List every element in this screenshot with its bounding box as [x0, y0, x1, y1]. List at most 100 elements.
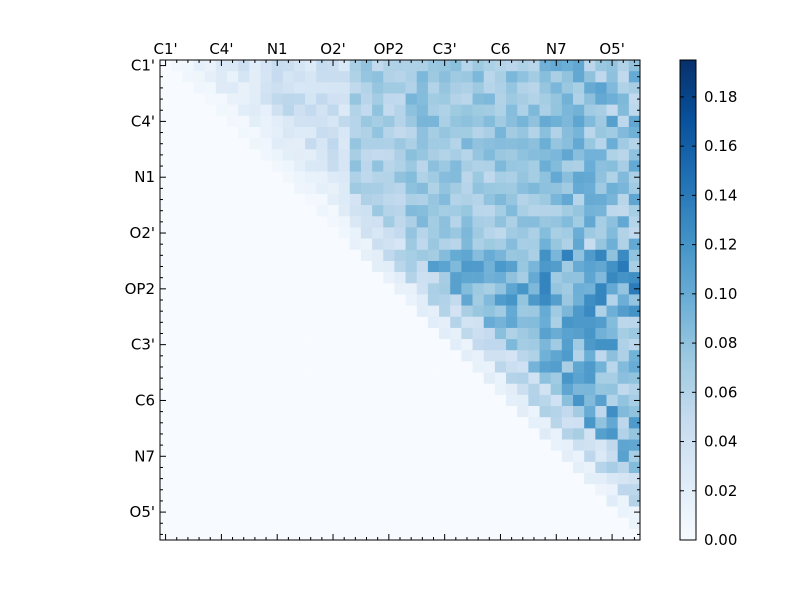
- heatmap-cell: [215, 294, 228, 306]
- heatmap-cell: [405, 60, 418, 72]
- heatmap-cell: [226, 115, 239, 128]
- heatmap-cell: [595, 406, 607, 418]
- heatmap-cell: [584, 205, 596, 217]
- heatmap-cell: [394, 60, 406, 72]
- heatmap-cell: [461, 227, 473, 239]
- heatmap-cell: [305, 361, 317, 373]
- heatmap-cell: [450, 205, 462, 217]
- heatmap-cell: [238, 517, 250, 530]
- heatmap-cell: [550, 272, 563, 284]
- heatmap-cell: [461, 93, 473, 105]
- heatmap-cell: [483, 283, 496, 295]
- heatmap-cell: [439, 406, 451, 418]
- heatmap-cell: [316, 260, 328, 273]
- heatmap-cell: [249, 138, 261, 150]
- heatmap-cell: [461, 495, 473, 507]
- heatmap-cell: [573, 428, 585, 440]
- heatmap-cell: [182, 517, 194, 530]
- heatmap-cell: [595, 149, 607, 161]
- heatmap-cell: [539, 272, 551, 284]
- heatmap-cell: [617, 316, 630, 329]
- heatmap-cell: [215, 93, 228, 105]
- heatmap-cell: [506, 149, 518, 161]
- heatmap-cell: [238, 238, 250, 251]
- heatmap-cell: [160, 428, 172, 440]
- heatmap-cell: [617, 260, 630, 273]
- heatmap-cell: [561, 283, 574, 295]
- heatmap-cell: [595, 350, 607, 362]
- heatmap-cell: [416, 528, 429, 541]
- heatmap-cell: [461, 417, 473, 429]
- heatmap-cell: [461, 126, 473, 139]
- heatmap-cell: [416, 305, 429, 318]
- heatmap-cell: [293, 495, 306, 507]
- heatmap-cell: [394, 305, 406, 318]
- heatmap-cell: [427, 495, 440, 507]
- heatmap-cell: [338, 473, 351, 485]
- heatmap-cell: [271, 171, 284, 184]
- heatmap-cell: [182, 406, 194, 418]
- heatmap-cell: [204, 149, 217, 161]
- heatmap-cell: [506, 339, 518, 351]
- heatmap-cell: [282, 383, 295, 396]
- heatmap-cell: [171, 506, 183, 518]
- heatmap-cell: [550, 517, 563, 530]
- heatmap-cell: [338, 149, 351, 161]
- heatmap-cell: [483, 461, 496, 474]
- heatmap-cell: [506, 160, 518, 172]
- heatmap-cell: [427, 461, 440, 474]
- heatmap-cell: [539, 305, 551, 318]
- heatmap-cell: [405, 126, 418, 139]
- heatmap-cell: [550, 149, 563, 161]
- heatmap-cell: [405, 305, 418, 318]
- heatmap-cell: [606, 495, 618, 507]
- heatmap-cell: [561, 227, 574, 239]
- heatmap-cell: [606, 450, 618, 463]
- colorbar-tick-label: 0.14: [704, 186, 737, 204]
- heatmap-cell: [561, 339, 574, 351]
- colorbar-tick-label: 0.16: [704, 137, 737, 155]
- heatmap-cell: [628, 383, 641, 396]
- heatmap-cell: [226, 327, 239, 340]
- heatmap-cell: [171, 60, 183, 72]
- heatmap-cell: [584, 138, 596, 150]
- heatmap-cell: [617, 350, 630, 362]
- heatmap-cell: [193, 171, 205, 184]
- heatmap-cell: [517, 71, 529, 83]
- heatmap-cell: [506, 473, 518, 485]
- heatmap-cell: [439, 372, 451, 385]
- heatmap-cell: [517, 115, 529, 128]
- heatmap-cell: [282, 216, 295, 228]
- heatmap-cell: [427, 126, 440, 139]
- heatmap-cell: [461, 473, 473, 485]
- heatmap-cell: [204, 126, 217, 139]
- heatmap-cell: [226, 439, 239, 451]
- heatmap-cell: [539, 182, 551, 195]
- heatmap-cell: [316, 104, 328, 117]
- heatmap-cell: [238, 126, 250, 139]
- heatmap-cell: [249, 249, 261, 262]
- heatmap-cell: [561, 316, 574, 329]
- heatmap-cell: [461, 461, 473, 474]
- heatmap-cell: [439, 417, 451, 429]
- heatmap-cell: [182, 126, 194, 139]
- heatmap-cell: [394, 71, 406, 83]
- heatmap-cell: [193, 104, 205, 117]
- heatmap-cell: [171, 260, 183, 273]
- heatmap-cell: [327, 339, 339, 351]
- heatmap-cell: [595, 126, 607, 139]
- heatmap-cell: [372, 216, 384, 228]
- x-tick-label: C6: [490, 40, 510, 58]
- heatmap-cell: [439, 104, 451, 117]
- heatmap-cell: [405, 71, 418, 83]
- heatmap-cell: [461, 406, 473, 418]
- heatmap-cell: [528, 528, 540, 541]
- heatmap-cell: [338, 517, 351, 530]
- heatmap-cell: [628, 249, 641, 262]
- heatmap-cell: [550, 394, 563, 407]
- heatmap-cell: [573, 149, 585, 161]
- heatmap-cell: [271, 439, 284, 451]
- heatmap-cell: [595, 294, 607, 306]
- heatmap-cell: [528, 372, 540, 385]
- heatmap-cell: [450, 227, 462, 239]
